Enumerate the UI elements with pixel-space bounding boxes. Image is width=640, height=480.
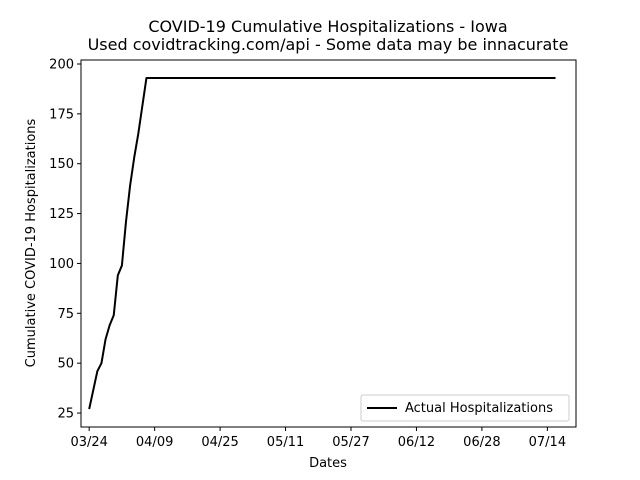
- plot-area: 25 50 75 100 125 150 175 200 03/24 04/09 04/25 05/1…: [49, 57, 577, 450]
- x-tick-label: 04/25: [201, 435, 238, 450]
- series-line-actual-hospitalizations: [88, 76, 556, 410]
- y-tick-label: 200: [49, 57, 74, 72]
- plot-frame: [80, 59, 577, 428]
- y-tick-label: 50: [57, 357, 74, 372]
- y-tick-label: 125: [49, 207, 74, 222]
- x-axis-label: Dates: [309, 456, 347, 471]
- x-tick-label: 06/28: [463, 435, 500, 450]
- legend-label: Actual Hospitalizations: [405, 401, 553, 416]
- legend: Actual Hospitalizations: [360, 394, 570, 422]
- y-tick-label: 175: [49, 107, 74, 122]
- x-tick-label: 05/27: [332, 435, 369, 450]
- chart-subtitle: Used covidtracking.com/api - Some data m…: [88, 35, 569, 54]
- legend-box: [360, 394, 570, 422]
- x-tick-label: 04/09: [136, 435, 173, 450]
- chart-title: COVID-19 Cumulative Hospitalizations - I…: [148, 17, 507, 36]
- y-tick-label: 150: [49, 157, 74, 172]
- x-tick-label: 05/11: [267, 435, 304, 450]
- y-tick-label: 75: [57, 307, 74, 322]
- y-axis-label: Cumulative COVID-19 Hospitalizations: [24, 118, 39, 367]
- x-tick-label: 07/14: [529, 435, 566, 450]
- y-tick-label: 25: [57, 407, 74, 422]
- x-tick-label: 06/12: [398, 435, 435, 450]
- x-tick-label: 03/24: [70, 435, 107, 450]
- y-tick-label: 100: [49, 257, 74, 272]
